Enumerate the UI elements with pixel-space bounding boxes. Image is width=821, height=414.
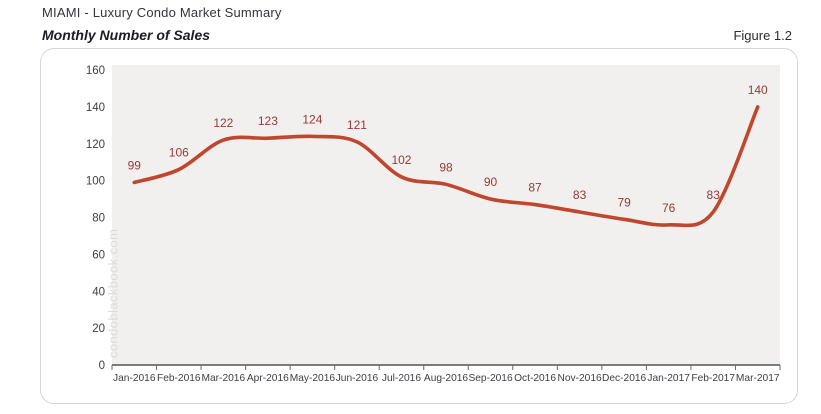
x-axis-tick-label: Jul-2016 (382, 373, 421, 384)
page-title: MIAMI - Luxury Condo Market Summary (42, 5, 282, 20)
x-axis-tick-label: Aug-2016 (424, 373, 469, 384)
sales-line (132, 105, 760, 228)
data-label: 98 (439, 160, 453, 174)
watermark-text: condoblackbook.com (106, 229, 121, 358)
data-label: 90 (484, 175, 498, 189)
x-axis-tick-label: Jun-2016 (336, 373, 379, 384)
x-axis-tick-label: Mar-2016 (202, 373, 246, 384)
data-label: 99 (128, 158, 142, 172)
data-label: 122 (213, 116, 233, 130)
x-axis-tick-label: Jan-2017 (647, 373, 690, 384)
data-label: 121 (347, 118, 367, 132)
y-axis-tick-label: 20 (92, 323, 105, 335)
chart-panel: condoblackbook.com 0 20 40 60 80 100 120 140 160 J… (40, 48, 798, 404)
data-label: 79 (617, 195, 631, 209)
x-axis-tick-label: Mar-2017 (736, 373, 780, 384)
y-axis-tick-label: 120 (86, 139, 105, 151)
data-label: 123 (258, 114, 278, 128)
subtitle-row: Monthly Number of Sales Figure 1.2 (42, 27, 792, 43)
figure-label: Figure 1.2 (733, 28, 792, 43)
data-label: 124 (302, 112, 322, 126)
x-axis-tick-label: Oct-2016 (514, 373, 556, 384)
data-label: 83 (707, 188, 721, 202)
plot-area (112, 65, 780, 365)
data-label: 140 (748, 83, 768, 97)
x-axis-tick-label: Apr-2016 (247, 373, 289, 384)
x-axis-tick-label: Nov-2016 (558, 373, 603, 384)
x-axis-tick-label: Sep-2016 (468, 373, 513, 384)
y-axis-tick-label: 160 (86, 65, 105, 77)
x-axis-tick-label: Feb-2017 (691, 373, 735, 384)
x-axis-tick-label: May-2016 (290, 373, 336, 384)
data-label: 102 (391, 153, 411, 167)
x-axis-tick-label: Feb-2016 (157, 373, 201, 384)
data-label: 106 (169, 146, 189, 160)
data-label: 87 (528, 181, 542, 195)
y-axis-tick-label: 0 (99, 360, 105, 372)
y-axis-tick-label: 60 (92, 249, 105, 261)
y-axis-tick-label: 80 (92, 213, 105, 225)
y-axis-tick-label: 40 (92, 286, 105, 298)
data-label: 76 (662, 201, 676, 215)
data-label: 83 (573, 188, 587, 202)
x-axis-tick-label: Jan-2016 (113, 373, 156, 384)
y-axis-tick-label: 140 (86, 102, 105, 114)
y-axis-tick-label: 100 (86, 176, 105, 188)
chart-subtitle: Monthly Number of Sales (42, 27, 211, 43)
x-axis-tick-label: Dec-2016 (602, 373, 647, 384)
